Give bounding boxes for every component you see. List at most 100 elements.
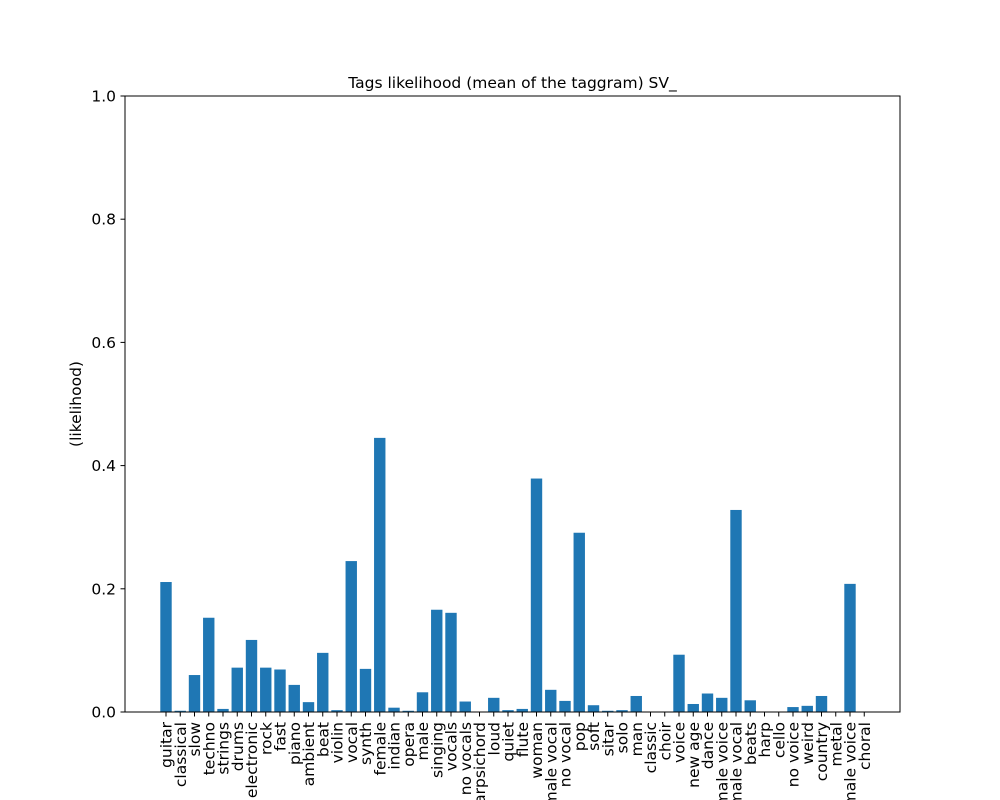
bar-no-vocal (559, 700, 571, 712)
bar-country (815, 695, 828, 712)
bar-male (416, 692, 429, 712)
x-tick-label: country (813, 722, 831, 781)
bar-sitar (602, 710, 614, 712)
x-tick-label: metal (827, 722, 845, 767)
bar-indian (388, 707, 400, 712)
x-tick-label: violin (329, 722, 347, 763)
x-tick-label: classical (172, 722, 190, 787)
bar-violin (331, 710, 343, 712)
y-tick-label: 0.2 (91, 580, 116, 598)
bar-rock (260, 667, 272, 712)
x-axis-ticks: guitarclassicalslowtechnostringsdrumsele… (158, 712, 874, 800)
bar-opera (402, 710, 414, 712)
x-tick-label: beat (314, 722, 332, 757)
x-tick-label: synth (357, 722, 375, 765)
x-tick-label: new age (685, 722, 703, 788)
bar-solo (616, 710, 628, 712)
y-tick-label: 0.4 (91, 457, 116, 475)
x-tick-label: vocals (443, 722, 461, 771)
x-tick-label: no voice (785, 722, 803, 787)
bar-guitar (160, 582, 172, 712)
plot-frame (124, 95, 901, 713)
bar-dance (701, 693, 714, 712)
x-tick-label: dance (699, 722, 717, 769)
bars-group (160, 437, 856, 712)
bar-voice (673, 654, 685, 712)
bar-man (630, 695, 642, 712)
x-tick-label: guitar (158, 721, 176, 768)
bar-beats (744, 700, 756, 712)
x-tick-label: fast (272, 722, 290, 751)
bar-female (374, 437, 386, 712)
x-tick-label: male vocal (542, 722, 560, 800)
x-tick-label: weird (799, 722, 817, 764)
bar-quiet (502, 710, 514, 712)
x-tick-label: sitar (599, 721, 617, 756)
y-tick-label: 0.8 (91, 211, 116, 229)
x-tick-label: techno (200, 722, 218, 775)
x-tick-label: indian (386, 722, 404, 770)
x-tick-label: flute (514, 722, 532, 757)
x-tick-label: no vocal (557, 722, 575, 787)
bar-flute (516, 708, 528, 712)
bar-female-voice (844, 583, 856, 712)
bar-vocal (345, 561, 357, 712)
x-tick-label: ambient (300, 722, 318, 786)
x-tick-label: vocal (343, 722, 361, 763)
x-tick-label: voice (671, 722, 689, 763)
bar-electronic (245, 639, 258, 712)
x-tick-label: classic (642, 722, 660, 773)
bar-male-vocal (545, 689, 557, 712)
x-tick-label: rock (257, 722, 275, 755)
bar-techno (203, 617, 215, 712)
x-tick-label: electronic (243, 722, 261, 798)
x-tick-label: choir (656, 721, 674, 760)
x-tick-label: strings (215, 722, 233, 775)
x-tick-label: no vocals (457, 722, 475, 795)
y-tick-label: 0.6 (91, 334, 116, 352)
bar-no-vocals (459, 701, 471, 712)
bar-soft (587, 705, 600, 712)
x-tick-label: man (628, 722, 646, 756)
x-tick-label: female (371, 722, 389, 775)
x-tick-label: harp (756, 722, 774, 758)
x-tick-label: female vocal (728, 722, 746, 800)
x-tick-label: male (414, 722, 432, 760)
bar-singing (431, 609, 443, 712)
bar-female-vocal (730, 509, 742, 712)
x-tick-label: woman (528, 722, 546, 779)
x-tick-label: slow (186, 722, 204, 757)
chart-title: Tags likelihood (mean of the taggram) SV… (347, 74, 677, 93)
y-tick-label: 1.0 (91, 88, 116, 106)
bar-beat (317, 652, 329, 712)
y-tick-label: 0.0 (91, 704, 116, 722)
bar-pop (573, 532, 585, 712)
bar-weird (801, 705, 813, 712)
x-tick-label: drums (229, 722, 247, 771)
bar-ambient (302, 702, 315, 712)
bar-fast (274, 669, 286, 712)
y-axis-ticks: 0.0 0.2 0.4 0.6 0.8 1.0 (91, 88, 125, 722)
x-tick-label: beats (742, 722, 760, 765)
bar-no-voice (787, 707, 799, 712)
x-tick-label: quiet (500, 722, 518, 762)
bar-classical (174, 710, 186, 712)
bar-synth (359, 668, 372, 712)
bar-drums (231, 667, 243, 712)
x-tick-label: opera (400, 722, 418, 767)
x-tick-label: singing (428, 722, 446, 778)
bar-piano (288, 684, 300, 712)
x-tick-label: soft (585, 722, 603, 751)
bar-vocals (445, 612, 457, 712)
bar-new-age (687, 703, 699, 712)
x-tick-label: harpsichord (471, 722, 489, 800)
bar-slow (188, 675, 201, 712)
bar-strings (217, 708, 229, 712)
bar-male-voice (716, 697, 728, 712)
x-tick-label: solo (614, 722, 632, 753)
bar-loud (488, 697, 500, 712)
x-tick-label: loud (485, 722, 503, 755)
x-tick-label: pop (571, 722, 589, 751)
x-tick-label: female voice (842, 722, 860, 800)
